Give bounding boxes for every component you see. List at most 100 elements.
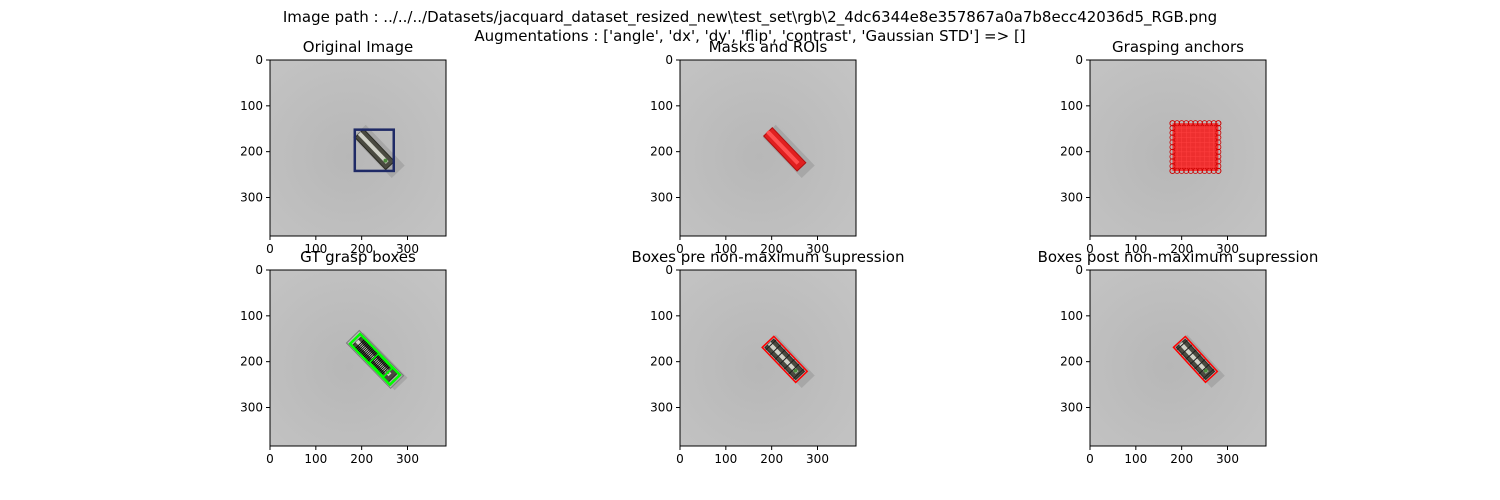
y-tick-label: 300 bbox=[650, 401, 673, 415]
y-tick-label: 200 bbox=[650, 145, 673, 159]
x-tick-label: 200 bbox=[760, 452, 783, 466]
y-tick-label: 300 bbox=[240, 401, 263, 415]
pred-box-edge bbox=[783, 358, 795, 370]
x-tick-label: 100 bbox=[304, 452, 327, 466]
pred-box-edge bbox=[765, 339, 777, 351]
y-tick-label: 300 bbox=[1060, 401, 1083, 415]
y-tick-label: 0 bbox=[1075, 53, 1083, 67]
grasp-line bbox=[372, 357, 382, 367]
y-tick-label: 200 bbox=[650, 355, 673, 369]
x-tick-label: 100 bbox=[304, 242, 327, 256]
pred-box bbox=[1172, 335, 1219, 384]
mask-highlight bbox=[765, 130, 800, 165]
figure-title-line-1: Image path : ../../../Datasets/jacquard_… bbox=[282, 8, 1218, 26]
y-tick-label: 100 bbox=[1060, 99, 1083, 113]
grasp-line bbox=[378, 363, 388, 373]
axes-frame bbox=[1089, 269, 1267, 447]
pred-box-edge bbox=[1198, 363, 1210, 375]
panel-gt-grasp-boxes: GT grasp boxes 0 100 200 300 0 100 200 300 bbox=[200, 248, 520, 480]
figure-title-line-2: Augmentations : ['angle', 'dx', 'dy', 'f… bbox=[474, 27, 1026, 45]
x-tick-label: 300 bbox=[806, 452, 829, 466]
image-background bbox=[270, 60, 446, 236]
image-background bbox=[270, 270, 446, 446]
grasp-box-outer bbox=[345, 329, 405, 390]
y-tick-label: 200 bbox=[240, 145, 263, 159]
y-tick-label: 100 bbox=[240, 309, 263, 323]
x-tick-label: 300 bbox=[806, 242, 829, 256]
grasp-line bbox=[356, 340, 366, 350]
grasp-line bbox=[377, 362, 387, 372]
grasp-box bbox=[348, 332, 402, 387]
panel-boxes-pre-nms: Boxes pre non-maximum supression 0 100 200… bbox=[610, 248, 930, 480]
pred-box-edge bbox=[1185, 349, 1197, 360]
y-tick-label: 0 bbox=[1075, 263, 1083, 277]
grasp-line bbox=[360, 344, 370, 354]
x-tick-label: 0 bbox=[676, 452, 684, 466]
panel-masks-rois: Masks and ROIs 0 100 200 300 0 100 200 300 bbox=[610, 38, 930, 270]
grasp-line bbox=[363, 348, 374, 358]
pred-box-edge bbox=[1176, 339, 1188, 351]
axes-frame bbox=[679, 269, 857, 447]
grasp-line bbox=[367, 352, 377, 362]
grasp-line bbox=[366, 350, 376, 360]
pred-box-edge bbox=[774, 349, 786, 360]
anchor-ring bbox=[1169, 120, 1176, 127]
grasp-line bbox=[370, 354, 380, 364]
grasp-line bbox=[357, 341, 368, 352]
roi-box bbox=[353, 128, 396, 173]
axes-frame bbox=[269, 269, 447, 447]
object-detail bbox=[383, 158, 388, 163]
x-tick-label: 0 bbox=[1086, 242, 1094, 256]
pred-box-edge bbox=[1181, 344, 1193, 355]
panel-title: Original Image bbox=[302, 38, 414, 56]
panel-title: Masks and ROIs bbox=[708, 38, 828, 56]
grasp-line bbox=[362, 347, 372, 357]
pred-box-edge bbox=[779, 354, 791, 365]
plot-area: 0 100 200 300 0 100 200 300 bbox=[1060, 263, 1267, 466]
anchor-ring bbox=[1215, 167, 1222, 174]
y-tick-label: 200 bbox=[1060, 355, 1083, 369]
x-tick-label: 300 bbox=[396, 242, 419, 256]
grasp-line bbox=[376, 360, 386, 370]
axes-frame bbox=[1089, 59, 1267, 237]
y-tick-label: 100 bbox=[240, 99, 263, 113]
pred-box bbox=[761, 335, 809, 384]
y-tick-label: 100 bbox=[650, 99, 673, 113]
x-tick-label: 200 bbox=[350, 452, 373, 466]
object-highlight bbox=[357, 131, 389, 164]
x-tick-label: 0 bbox=[676, 242, 684, 256]
x-tick-label: 300 bbox=[396, 452, 419, 466]
grasp-line bbox=[374, 359, 385, 369]
y-tick-label: 0 bbox=[665, 53, 673, 67]
y-tick-label: 200 bbox=[1060, 145, 1083, 159]
panel-title: Boxes post non-maximum supression bbox=[1037, 248, 1319, 266]
pred-box-edge bbox=[793, 368, 804, 380]
x-tick-label: 300 bbox=[1216, 452, 1239, 466]
panel-title: Grasping anchors bbox=[1112, 38, 1244, 56]
y-tick-label: 200 bbox=[240, 355, 263, 369]
grasp-line bbox=[365, 349, 375, 359]
y-tick-label: 300 bbox=[1060, 191, 1083, 205]
panel-title: Boxes pre non-maximum supression bbox=[631, 248, 905, 266]
x-tick-label: 200 bbox=[350, 242, 373, 256]
x-tick-label: 100 bbox=[714, 452, 737, 466]
y-tick-label: 0 bbox=[665, 263, 673, 277]
grasp-line bbox=[361, 345, 371, 355]
y-tick-label: 0 bbox=[255, 53, 263, 67]
x-tick-label: 200 bbox=[1170, 242, 1193, 256]
grasp-line bbox=[379, 364, 390, 374]
pred-box-edge bbox=[770, 344, 781, 355]
grasp-line bbox=[381, 365, 391, 375]
panel-title: GT grasp boxes bbox=[300, 248, 416, 266]
x-tick-label: 0 bbox=[266, 242, 274, 256]
plot-area: 0 100 200 300 0 100 200 300 bbox=[240, 53, 447, 256]
grasp-line bbox=[373, 358, 383, 368]
y-tick-label: 300 bbox=[650, 191, 673, 205]
object-detail bbox=[793, 368, 798, 373]
plot-area: 0 100 200 300 0 100 200 300 bbox=[650, 53, 857, 256]
y-tick-label: 100 bbox=[1060, 309, 1083, 323]
grasp-line bbox=[355, 339, 365, 349]
plot-area: 0 100 200 300 0 100 200 300 bbox=[1060, 53, 1267, 256]
image-background bbox=[680, 60, 856, 236]
image-background bbox=[680, 270, 856, 446]
